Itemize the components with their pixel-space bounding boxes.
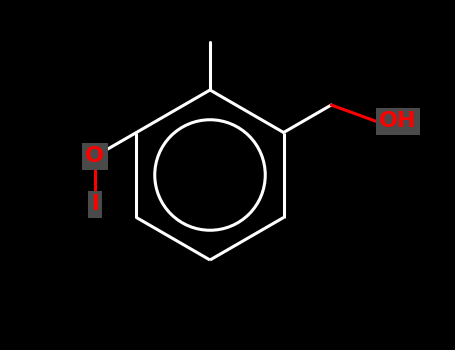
Text: OH: OH <box>379 111 417 131</box>
Text: l: l <box>91 195 99 215</box>
Text: O: O <box>86 147 104 167</box>
